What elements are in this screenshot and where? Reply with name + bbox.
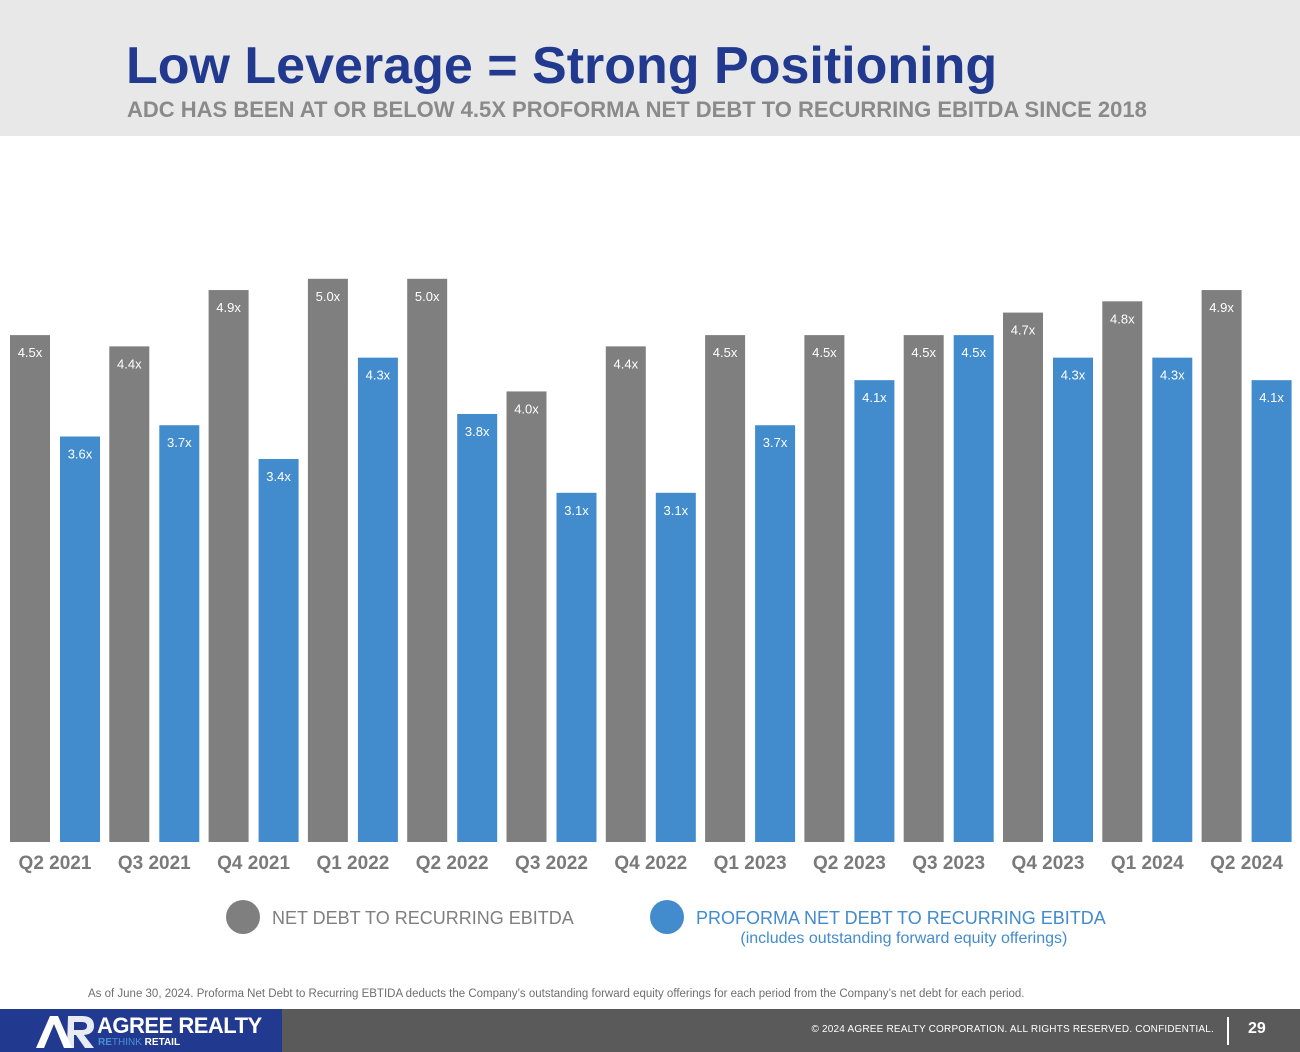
x-tick-label-q1-2023: Q1 2023 xyxy=(714,853,787,874)
x-tick-label-q1-2022: Q1 2022 xyxy=(316,853,389,874)
bar-net-debt-q2-2021 xyxy=(10,335,50,842)
bar-proforma-q3-2022 xyxy=(556,492,597,842)
value-label-proforma-q4-2022: 3.1x xyxy=(664,503,689,518)
legend-item-proforma: PROFORMA NET DEBT TO RECURRING EBITDA (i… xyxy=(650,900,1106,949)
logo-company-name: AGREE REALTY xyxy=(97,1013,262,1038)
bar-proforma-q1-2022 xyxy=(357,357,398,842)
footnote: As of June 30, 2024. Proforma Net Debt t… xyxy=(88,988,1025,1000)
value-label-net-debt-q4-2022: 4.4x xyxy=(614,356,639,371)
bar-net-debt-q1-2022 xyxy=(307,278,348,842)
footer-divider xyxy=(1227,1017,1229,1045)
value-label-proforma-q2-2022: 3.8x xyxy=(465,424,490,439)
value-label-proforma-q4-2021: 3.4x xyxy=(266,469,291,484)
value-label-proforma-q2-2021: 3.6x xyxy=(68,446,93,461)
legend-swatch-net-debt xyxy=(226,900,260,934)
bar-proforma-q4-2021 xyxy=(258,459,299,842)
bar-net-debt-q4-2022 xyxy=(605,346,646,842)
value-label-net-debt-q3-2023: 4.5x xyxy=(911,345,936,360)
x-tick-label-q2-2024: Q2 2024 xyxy=(1210,853,1283,874)
bar-proforma-q2-2024 xyxy=(1251,380,1292,842)
value-label-net-debt-q2-2021: 4.5x xyxy=(18,345,43,360)
copyright-text: © 2024 AGREE REALTY CORPORATION. ALL RIG… xyxy=(811,1024,1214,1035)
bar-net-debt-q4-2021 xyxy=(208,290,249,842)
bar-net-debt-q3-2021 xyxy=(109,346,150,842)
bar-net-debt-q2-2023 xyxy=(804,335,845,842)
value-label-net-debt-q4-2021: 4.9x xyxy=(216,300,241,315)
footer-bar: AGREE REALTY RETHINK RETAIL © 2024 AGREE… xyxy=(0,1009,1300,1052)
value-label-net-debt-q1-2024: 4.8x xyxy=(1110,311,1135,326)
bar-proforma-q1-2024 xyxy=(1152,357,1193,842)
logo-tagline: RETHINK RETAIL xyxy=(98,1037,181,1048)
bar-net-debt-q4-2023 xyxy=(1003,312,1043,842)
company-logo: AGREE REALTY RETHINK RETAIL xyxy=(0,1009,282,1052)
value-label-net-debt-q4-2023: 4.7x xyxy=(1011,323,1036,338)
bar-net-debt-q1-2023 xyxy=(705,335,746,842)
x-tick-label-q3-2022: Q3 2022 xyxy=(515,853,588,874)
bar-proforma-q2-2022 xyxy=(457,413,498,842)
page-title: Low Leverage = Strong Positioning xyxy=(126,37,998,95)
legend-swatch-proforma xyxy=(650,900,684,934)
x-tick-label-q2-2021: Q2 2021 xyxy=(19,853,92,874)
x-tick-label-q4-2022: Q4 2022 xyxy=(614,853,687,874)
value-label-net-debt-q1-2023: 4.5x xyxy=(713,345,738,360)
legend-label-proforma: PROFORMA NET DEBT TO RECURRING EBITDA xyxy=(696,908,1106,928)
bar-net-debt-q2-2024 xyxy=(1201,290,1242,842)
bar-proforma-q3-2023 xyxy=(953,335,994,842)
x-tick-label-q4-2021: Q4 2021 xyxy=(217,853,290,874)
x-axis-labels-layer: Q2 2021 Q3 2021 Q4 2021 Q1 2022 Q2 2022 Q3 20… xyxy=(19,853,1284,874)
x-tick-label-q3-2023: Q3 2023 xyxy=(912,853,985,874)
value-label-proforma-q3-2022: 3.1x xyxy=(564,503,589,518)
page-subtitle: ADC HAS BEEN AT OR BELOW 4.5X PROFORMA N… xyxy=(127,97,1147,122)
value-label-proforma-q3-2023: 4.5x xyxy=(961,345,986,360)
value-label-net-debt-q2-2023: 4.5x xyxy=(812,345,837,360)
x-tick-label-q4-2023: Q4 2023 xyxy=(1012,853,1085,874)
legend-label-net-debt: NET DEBT TO RECURRING EBITDA xyxy=(272,908,574,928)
page-number: 29 xyxy=(1248,1020,1266,1037)
value-labels-layer: 4.5x 3.6x 4.4x 3.7x 4.9x 3.4x 5.0x 4.3x 5.0x 3.8x… xyxy=(18,289,1285,518)
bar-proforma-q2-2021 xyxy=(60,436,100,842)
bar-net-debt-q2-2022 xyxy=(407,278,448,842)
value-label-net-debt-q3-2021: 4.4x xyxy=(117,356,142,371)
value-label-net-debt-q1-2022: 5.0x xyxy=(316,289,341,304)
x-tick-label-q2-2023: Q2 2023 xyxy=(813,853,886,874)
bar-proforma-q1-2023 xyxy=(755,425,796,842)
bar-proforma-q3-2021 xyxy=(159,425,200,842)
bar-net-debt-q3-2023 xyxy=(903,335,944,842)
bar-net-debt-q1-2024 xyxy=(1102,301,1143,842)
agree-logo-icon xyxy=(36,1016,94,1048)
leverage-bar-chart: 4.5x 3.6x 4.4x 3.7x 4.9x 3.4x 5.0x 4.3x 5.0x 3.8x… xyxy=(10,278,1292,874)
bar-net-debt-q3-2022 xyxy=(506,391,547,842)
bars-layer xyxy=(10,278,1292,842)
value-label-proforma-q3-2021: 3.7x xyxy=(167,435,192,450)
bar-proforma-q4-2023 xyxy=(1053,357,1093,842)
value-label-proforma-q1-2022: 4.3x xyxy=(366,368,391,383)
value-label-proforma-q1-2024: 4.3x xyxy=(1160,368,1185,383)
value-label-net-debt-q2-2024: 4.9x xyxy=(1209,300,1234,315)
value-label-proforma-q1-2023: 3.7x xyxy=(763,435,788,450)
x-tick-label-q3-2021: Q3 2021 xyxy=(118,853,191,874)
x-tick-label-q2-2022: Q2 2022 xyxy=(416,853,489,874)
value-label-net-debt-q2-2022: 5.0x xyxy=(415,289,440,304)
value-label-proforma-q2-2023: 4.1x xyxy=(862,390,887,405)
bar-proforma-q2-2023 xyxy=(854,380,895,842)
x-tick-label-q1-2024: Q1 2024 xyxy=(1111,853,1184,874)
value-label-proforma-q4-2023: 4.3x xyxy=(1061,368,1086,383)
value-label-proforma-q2-2024: 4.1x xyxy=(1259,390,1284,405)
chart-legend: NET DEBT TO RECURRING EBITDA PROFORMA NE… xyxy=(0,898,1300,958)
legend-item-net-debt: NET DEBT TO RECURRING EBITDA xyxy=(226,900,574,934)
value-label-net-debt-q3-2022: 4.0x xyxy=(514,401,539,416)
legend-note-proforma: (includes outstanding forward equity off… xyxy=(740,930,1068,947)
bar-proforma-q4-2022 xyxy=(655,492,696,842)
header-band: Low Leverage = Strong Positioning ADC HA… xyxy=(0,0,1300,136)
